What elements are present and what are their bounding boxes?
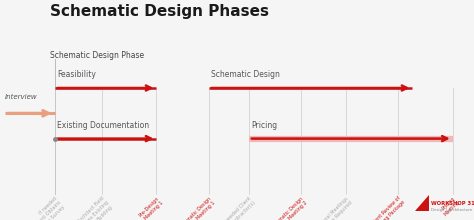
- Text: Schematic Design: Schematic Design: [211, 70, 280, 79]
- Text: Schematic Design
Meeting 2: Schematic Design Meeting 2: [270, 196, 309, 220]
- Text: Pricing
Meeting: Pricing Meeting: [438, 196, 460, 218]
- Text: WORKSHOP 315: WORKSHOP 315: [431, 201, 474, 206]
- Text: Pre-Design
Meeting 1: Pre-Design Meeting 1: [138, 196, 164, 220]
- Text: Schematic Design Phase: Schematic Design Phase: [50, 51, 144, 60]
- Text: Architect Field
Verifies Existing
Building: Architect Field Verifies Existing Buildi…: [74, 196, 114, 220]
- Text: Pricing: Pricing: [251, 121, 277, 130]
- Text: Schematic Design
Meeting 1: Schematic Design Meeting 1: [177, 196, 216, 220]
- Text: Design | Architecture: Design | Architecture: [431, 208, 473, 212]
- Text: Additional Meetings
as Required: Additional Meetings as Required: [311, 196, 354, 220]
- Text: Client Review of
Pricing Package: Client Review of Pricing Package: [370, 196, 406, 220]
- Text: Feasibility: Feasibility: [57, 70, 96, 79]
- Text: If needed
Client Obtains
a Site Survey: If needed Client Obtains a Site Survey: [30, 196, 66, 220]
- Polygon shape: [415, 195, 429, 211]
- Text: Schematic Design Phases: Schematic Design Phases: [50, 4, 269, 19]
- Text: Existing Documentation: Existing Documentation: [57, 121, 149, 130]
- Text: If needed Client
Interview Contractor(s): If needed Client Interview Contractor(s): [209, 196, 256, 220]
- Text: Interview: Interview: [5, 94, 37, 100]
